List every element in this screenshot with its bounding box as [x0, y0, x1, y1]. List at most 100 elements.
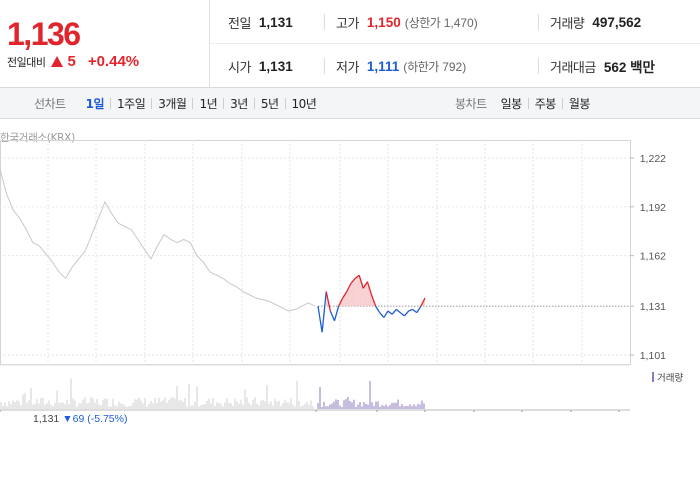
up-segment — [342, 291, 348, 299]
up-segment — [354, 274, 360, 279]
divider — [223, 98, 225, 109]
x-axis: 04/1104/1410:0011:0012:0013:0014:0015:00 — [0, 410, 620, 412]
previous-day-summary: 1,131 ▼69 (-5.75%) — [0, 413, 700, 429]
up-segment — [346, 283, 352, 292]
y-tick-label: 1,222 — [640, 153, 666, 165]
line-chart-title: 선차트 — [34, 97, 66, 111]
prev-day-change: ▼69 — [62, 413, 85, 425]
y-tick-label: 1,131 — [640, 301, 666, 313]
divider — [284, 98, 286, 109]
divider — [192, 98, 194, 109]
down-segment — [375, 305, 381, 314]
prev-day-change-rate: (-5.75%) — [87, 413, 128, 425]
period-1y[interactable]: 1년 — [199, 97, 218, 111]
current-price: 1,136 — [7, 16, 81, 52]
down-segment — [387, 310, 393, 315]
price-chart[interactable]: 1,222 1,192 1,162 1,131 1,101 04/1104/1410:0… — [0, 140, 700, 412]
stat-label: 시가 — [228, 60, 251, 76]
change-rate: +0.44% — [87, 53, 140, 70]
up-triangle-icon — [51, 56, 64, 67]
period-5y[interactable]: 5년 — [260, 97, 279, 111]
limit-value: 1,470 — [443, 15, 474, 30]
divider — [110, 98, 112, 109]
period-1w[interactable]: 1주일 — [117, 97, 146, 111]
down-segment — [317, 306, 323, 333]
candle-monthly[interactable]: 월봉 — [568, 97, 591, 111]
stat-label: 고가 — [336, 16, 359, 32]
prev-day-close: 1,131 — [33, 413, 60, 425]
down-segment — [379, 312, 385, 318]
down-segment — [321, 291, 327, 333]
down-segment — [391, 308, 397, 315]
plot-frame — [0, 140, 631, 365]
up-area — [355, 275, 360, 307]
stat-prev-close: 전일 1,131 — [228, 0, 293, 44]
up-area — [350, 278, 356, 307]
previous-day-line — [0, 169, 316, 312]
candle-chart-title: 봉차트 — [455, 97, 487, 111]
up-segment — [362, 281, 368, 289]
period-1d[interactable]: 1일 — [85, 97, 105, 111]
period-10y[interactable]: 10년 — [291, 97, 317, 111]
divider — [324, 58, 325, 74]
volume-bars — [0, 364, 630, 411]
up-segment — [358, 275, 364, 289]
stat-value: 1,131 — [258, 14, 293, 30]
stat-low: 저가 1,111 (하한가 792) — [336, 44, 466, 88]
limit-value: 792 — [442, 59, 463, 74]
stat-label: 거래대금 — [550, 60, 596, 76]
down-segment — [383, 310, 389, 318]
y-axis: 1,222 1,192 1,162 1,131 1,101 — [630, 153, 666, 362]
up-area — [363, 281, 368, 307]
stat-value: 562 백만 — [603, 60, 655, 75]
chart-grid — [0, 140, 631, 365]
period-3y[interactable]: 3년 — [230, 97, 248, 111]
price-box: 1,136 전일대비 5 +0.44% — [0, 0, 210, 88]
down-segment — [395, 308, 401, 314]
up-segment — [420, 297, 426, 307]
change-value: 5 — [67, 53, 76, 70]
stat-open: 시가 1,131 — [228, 44, 293, 88]
down-segment — [416, 305, 422, 314]
stats-row-2: 시가 1,131 저가 1,111 (하한가 792) 거래대금 562 백만 — [210, 44, 700, 88]
down-segment — [408, 308, 413, 312]
quote-stats: 전일 1,131 고가 1,150 (상한가 1,470) 거래량 497,56… — [210, 0, 700, 88]
divider — [538, 14, 539, 30]
candle-weekly[interactable]: 주봉 — [534, 97, 557, 111]
divider — [561, 98, 563, 109]
stat-label: 전일 — [228, 16, 251, 32]
period-3m[interactable]: 3개월 — [158, 97, 187, 111]
y-tick-label: 1,101 — [640, 350, 666, 362]
down-segment — [333, 305, 340, 321]
divider — [527, 98, 529, 109]
up-segment — [325, 291, 331, 312]
stat-value: 1,131 — [258, 58, 293, 74]
quote-header: 1,136 전일대비 5 +0.44% 전일 1,131 고가 1,150 (상… — [0, 0, 700, 88]
stat-value: 1,150 — [366, 14, 401, 30]
stat-amount: 거래대금 562 백만 — [550, 44, 655, 88]
divider — [151, 98, 153, 109]
limit-label: 하한가 — [407, 59, 439, 74]
stat-value: 1,111 — [366, 58, 400, 74]
down-segment — [329, 310, 336, 322]
chart-toolbar: 선차트 1일 1주일 3개월 1년 3년 5년 10년 봉차트 일봉 주봉 월봉 — [0, 88, 700, 119]
stat-value: 497,562 — [592, 14, 642, 30]
candle-daily[interactable]: 일봉 — [500, 97, 523, 111]
up-segment — [350, 278, 356, 284]
down-segment — [403, 310, 410, 317]
change-row: 전일대비 5 +0.44% — [7, 53, 139, 70]
stat-label: 거래량 — [550, 16, 585, 32]
candle-chart-options: 봉차트 일봉 주봉 월봉 — [455, 88, 596, 119]
lower-limit: (하한가 792) — [403, 59, 467, 74]
volume-legend-label: 거래량 — [657, 372, 683, 384]
prev-day-info: 1,131 ▼69 (-5.75%) — [33, 413, 127, 425]
up-area — [359, 275, 364, 307]
change-label: 전일대비 — [7, 55, 46, 69]
y-tick-label: 1,162 — [640, 251, 666, 263]
upper-limit: (상한가 1,470) — [404, 15, 478, 30]
divider — [538, 58, 539, 74]
up-area — [346, 283, 351, 307]
today-line — [317, 274, 426, 333]
up-segment — [366, 281, 373, 295]
